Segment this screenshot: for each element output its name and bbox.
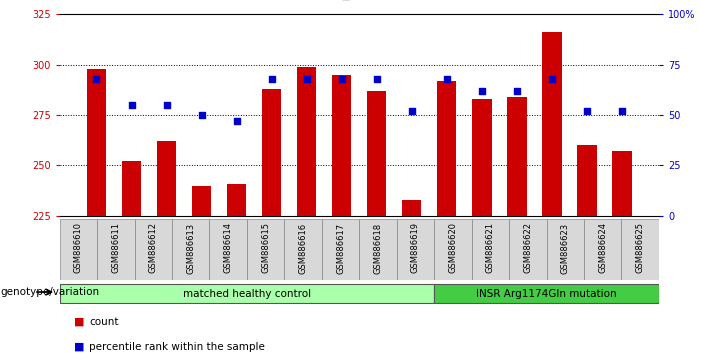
Bar (578, 145, 597, 216)
Bar (472, 219, 509, 280)
Bar (157, 141, 176, 216)
Text: GSM886612: GSM886612 (149, 222, 158, 274)
Bar (584, 219, 622, 280)
Point (616, 108, 627, 114)
Bar (210, 219, 247, 280)
Point (441, 76, 452, 81)
Text: matched healthy control: matched healthy control (183, 289, 311, 299)
Point (301, 76, 313, 81)
Text: GSM886619: GSM886619 (411, 222, 420, 274)
Bar (508, 97, 526, 216)
Bar (60, 219, 97, 280)
Bar (247, 219, 285, 280)
Bar (87, 69, 106, 216)
Bar (622, 219, 659, 280)
Text: GSM886613: GSM886613 (186, 222, 195, 274)
Text: GSM886615: GSM886615 (261, 222, 270, 274)
Point (511, 88, 522, 94)
Text: GSM886623: GSM886623 (561, 222, 570, 274)
Bar (434, 219, 472, 280)
Text: ■: ■ (74, 342, 84, 352)
Point (371, 76, 382, 81)
Text: count: count (89, 317, 118, 327)
Text: GSM886611: GSM886611 (111, 222, 121, 274)
Text: INSR Arg1174Gln mutation: INSR Arg1174Gln mutation (476, 289, 617, 299)
Bar (285, 219, 322, 280)
Point (126, 102, 137, 108)
Point (406, 108, 417, 114)
Text: GSM886610: GSM886610 (74, 222, 83, 274)
Text: GSM886614: GSM886614 (224, 222, 233, 274)
Bar (322, 219, 359, 280)
Text: GSM886617: GSM886617 (336, 222, 345, 274)
Text: genotype/variation: genotype/variation (1, 287, 100, 297)
Text: GSM886621: GSM886621 (486, 222, 495, 274)
Bar (472, 99, 491, 216)
Bar (332, 75, 351, 216)
Text: GSM886624: GSM886624 (598, 222, 607, 274)
Bar (227, 184, 246, 216)
Bar (547, 219, 584, 280)
Bar (359, 219, 397, 280)
Point (336, 76, 348, 81)
Bar (613, 152, 632, 216)
Bar (434, 284, 659, 303)
Bar (122, 161, 141, 216)
Text: GSM886620: GSM886620 (449, 222, 458, 274)
Text: percentile rank within the sample: percentile rank within the sample (89, 342, 265, 352)
Point (196, 112, 207, 118)
Text: GSM886625: GSM886625 (636, 222, 645, 274)
Bar (297, 67, 316, 216)
Point (546, 76, 557, 81)
Bar (172, 219, 210, 280)
Text: GSM886618: GSM886618 (374, 222, 383, 274)
Bar (262, 89, 281, 216)
Point (161, 102, 172, 108)
Point (266, 76, 278, 81)
Text: GSM886622: GSM886622 (524, 222, 532, 274)
Bar (192, 185, 211, 216)
Bar (509, 219, 547, 280)
Text: GSM886616: GSM886616 (299, 222, 308, 274)
Point (581, 108, 592, 114)
Point (91, 76, 102, 81)
Text: ■: ■ (74, 317, 84, 327)
Point (476, 88, 487, 94)
Bar (367, 91, 386, 216)
Bar (135, 219, 172, 280)
Bar (402, 200, 421, 216)
Bar (397, 219, 434, 280)
Bar (543, 32, 562, 216)
Bar (97, 219, 135, 280)
Point (231, 118, 243, 124)
Bar (60, 284, 434, 303)
Bar (437, 81, 456, 216)
